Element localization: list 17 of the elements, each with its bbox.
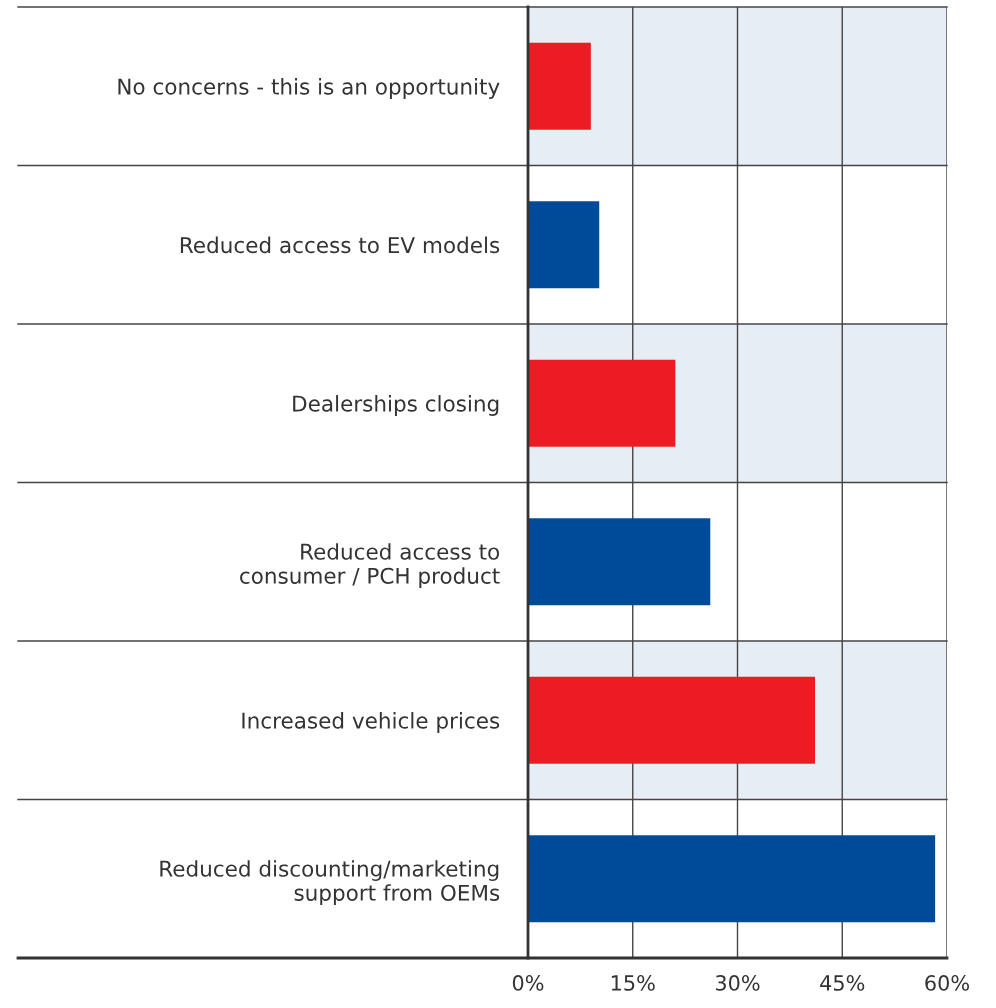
- y-tick-label: Reduced access to consumer / PCH product: [240, 543, 500, 589]
- bar: [528, 518, 711, 606]
- y-tick-label: Reduced access to EV models: [180, 236, 500, 254]
- bar: [528, 359, 676, 447]
- y-tick-label: Dealerships closing: [293, 395, 499, 416]
- x-tick-label: 0%: [512, 975, 544, 991]
- bar: [528, 42, 591, 130]
- bar: [528, 835, 936, 923]
- y-tick-label: Reduced discounting/marketing support from OEMs: [160, 860, 500, 906]
- x-tick-label: 30%: [715, 975, 760, 991]
- y-tick-label: Increased vehicle prices: [242, 712, 500, 733]
- x-tick-label: 15%: [611, 975, 655, 991]
- bar: [528, 201, 600, 289]
- bar: [528, 676, 816, 764]
- x-tick-label: 45%: [820, 975, 865, 991]
- x-tick-label: 60%: [925, 975, 969, 991]
- y-tick-label: No concerns - this is an opportunity: [118, 78, 500, 99]
